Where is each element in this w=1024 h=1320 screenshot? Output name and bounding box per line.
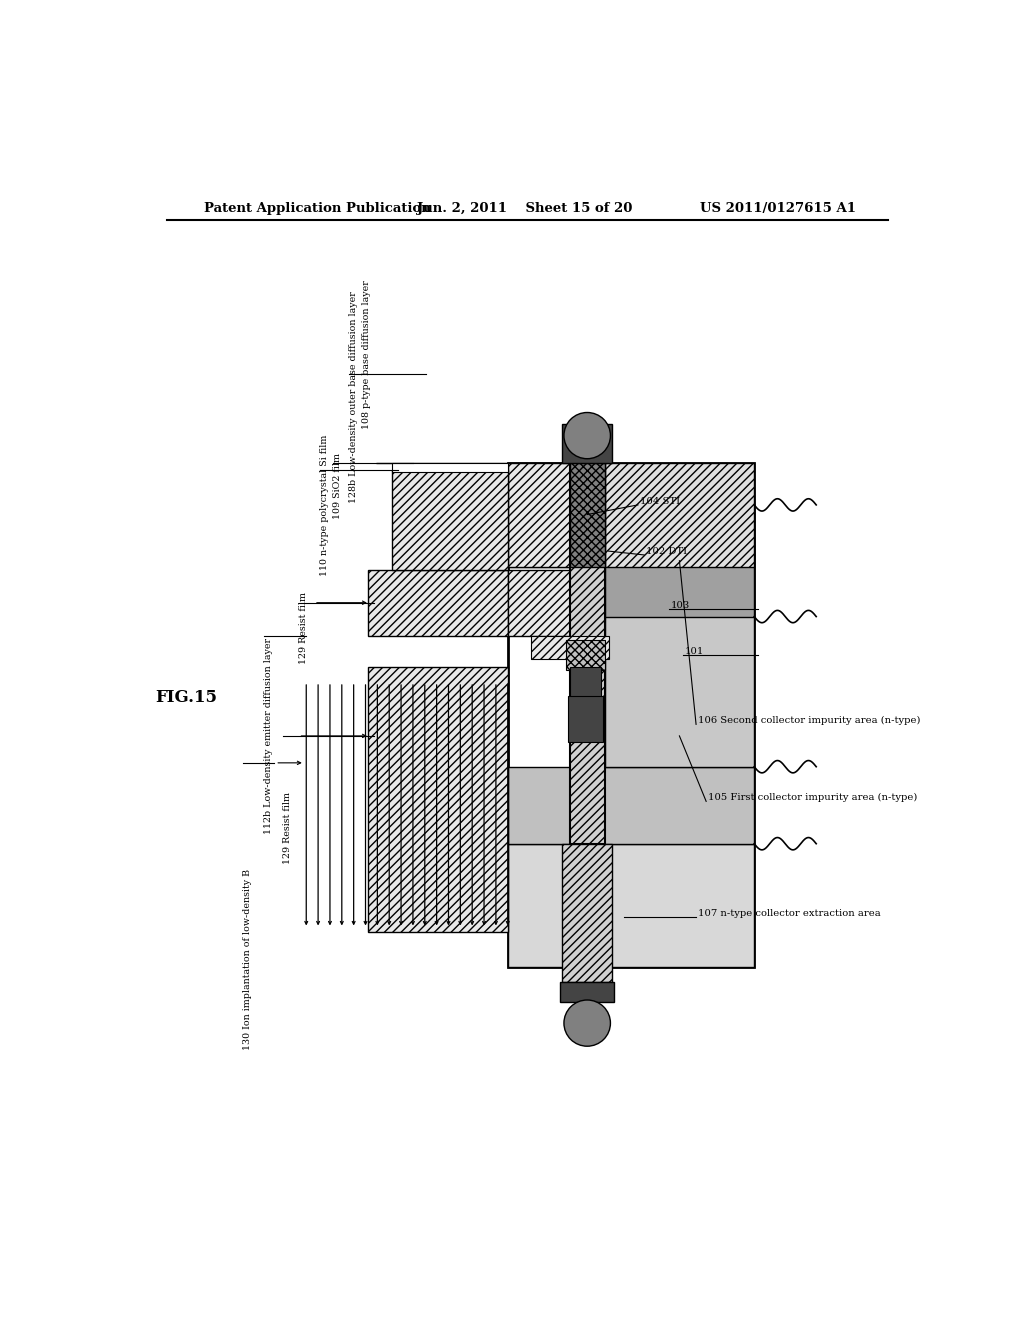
Text: 130 Ion implantation of low-density B: 130 Ion implantation of low-density B xyxy=(243,869,252,1049)
Text: Jun. 2, 2011    Sheet 15 of 20: Jun. 2, 2011 Sheet 15 of 20 xyxy=(417,202,633,215)
Text: 128b Low-density outer base diffusion layer: 128b Low-density outer base diffusion la… xyxy=(349,292,357,503)
Bar xyxy=(560,982,614,1002)
Text: 106 Second collector impurity area (n-type): 106 Second collector impurity area (n-ty… xyxy=(697,715,921,725)
Text: 107 n-type collector extraction area: 107 n-type collector extraction area xyxy=(697,908,881,917)
Text: 129 Resist film: 129 Resist film xyxy=(299,593,307,664)
Bar xyxy=(508,462,755,566)
Text: 104 STI: 104 STI xyxy=(640,496,680,506)
Text: Patent Application Publication: Patent Application Publication xyxy=(204,202,431,215)
Bar xyxy=(508,462,755,966)
Text: 108 p-type base diffusion layer: 108 p-type base diffusion layer xyxy=(362,280,371,429)
Text: 110 n-type polycrystal Si film: 110 n-type polycrystal Si film xyxy=(321,434,329,576)
Bar xyxy=(369,570,508,636)
Bar xyxy=(391,470,508,570)
Bar xyxy=(508,767,755,843)
Bar xyxy=(569,667,601,697)
Bar xyxy=(604,506,755,616)
Bar xyxy=(369,667,508,932)
Text: 103: 103 xyxy=(671,601,690,610)
Bar xyxy=(508,462,604,566)
Bar xyxy=(508,570,569,636)
Bar xyxy=(391,462,508,471)
Text: 102 DTI: 102 DTI xyxy=(646,546,687,556)
Circle shape xyxy=(564,1001,610,1047)
Text: 101: 101 xyxy=(684,647,703,656)
Bar xyxy=(569,462,604,843)
Bar xyxy=(566,640,604,671)
Bar xyxy=(568,696,603,742)
Bar xyxy=(604,506,755,767)
Text: 105 First collector impurity area (n-type): 105 First collector impurity area (n-typ… xyxy=(708,793,918,803)
Bar xyxy=(562,424,612,462)
Bar xyxy=(508,843,755,966)
Bar xyxy=(531,636,608,659)
Text: 112b Low-density emitter diffusion layer: 112b Low-density emitter diffusion layer xyxy=(264,638,273,834)
Circle shape xyxy=(564,413,610,459)
Text: FIG.15: FIG.15 xyxy=(155,689,217,706)
Text: 109 SiO2 film: 109 SiO2 film xyxy=(333,453,342,519)
Text: US 2011/0127615 A1: US 2011/0127615 A1 xyxy=(700,202,856,215)
Bar xyxy=(569,462,604,566)
Bar xyxy=(562,843,612,982)
Text: 129 Resist film: 129 Resist film xyxy=(283,792,292,865)
